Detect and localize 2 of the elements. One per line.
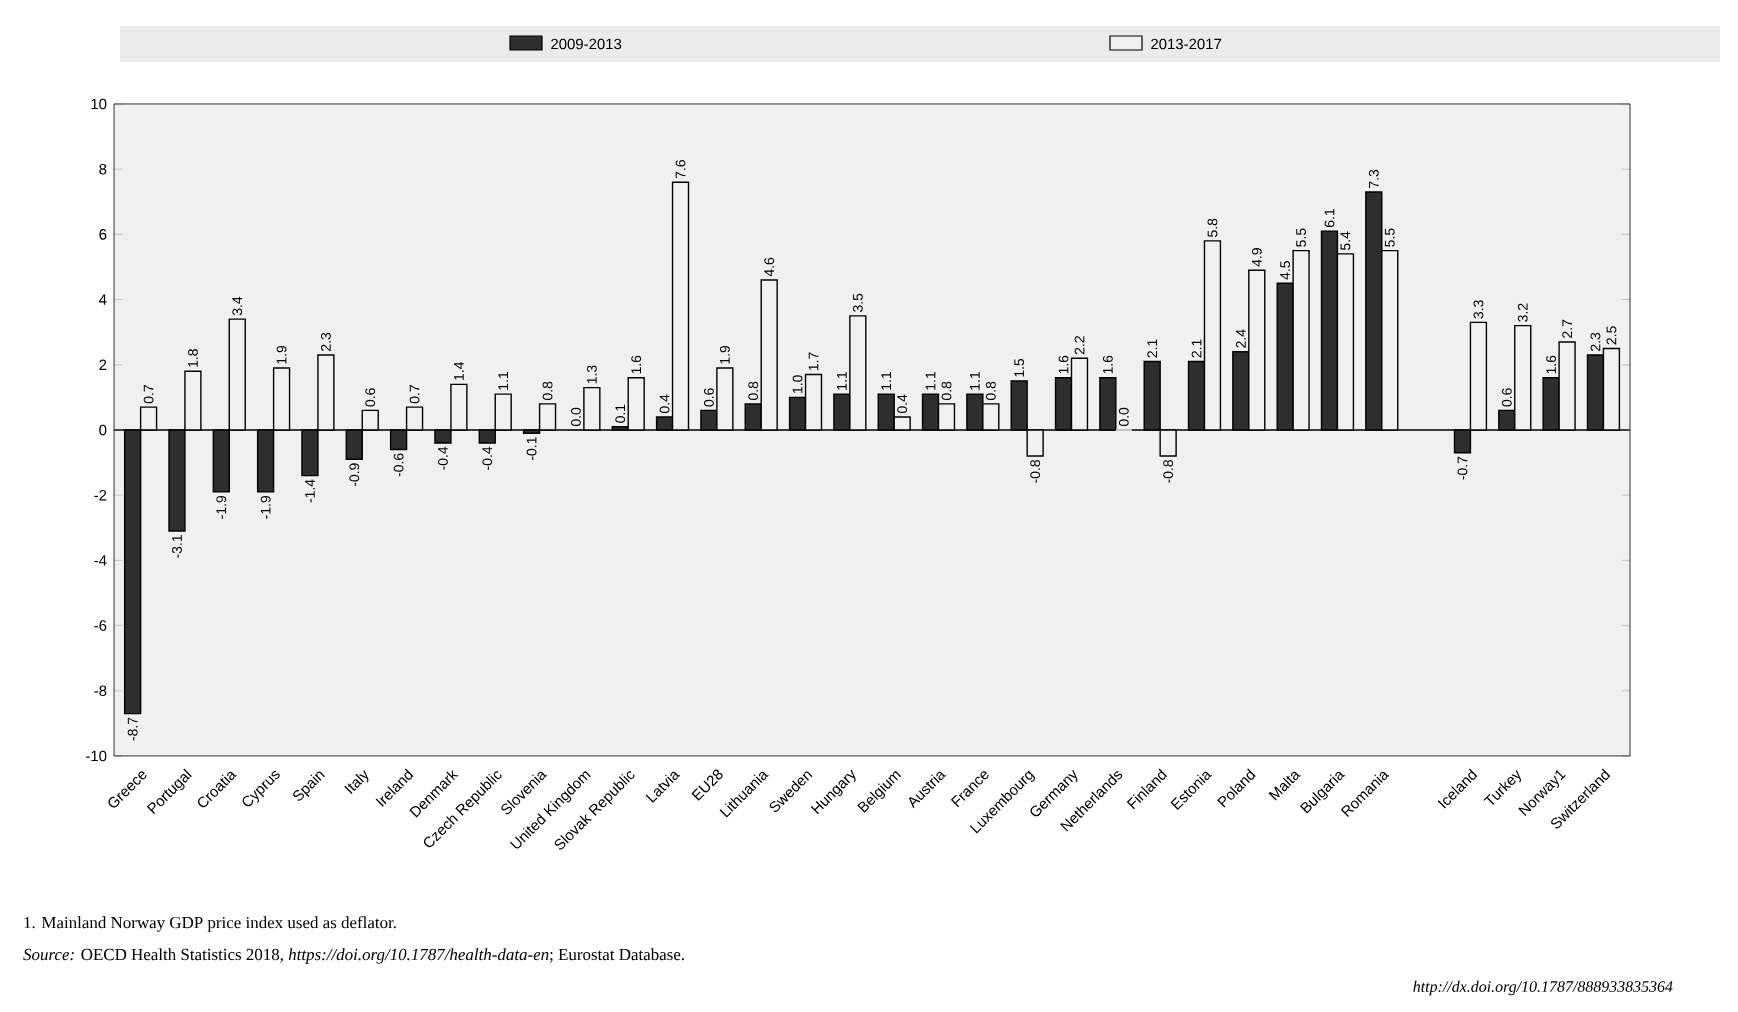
text: Source: OECD Health Statistics 2018, https://doi.org/10.1787/health-data-en; Eurostat Database. xyxy=(23,948,684,964)
text: 1. Mainland Norway GDP price index used as deflator. xyxy=(24,916,396,932)
